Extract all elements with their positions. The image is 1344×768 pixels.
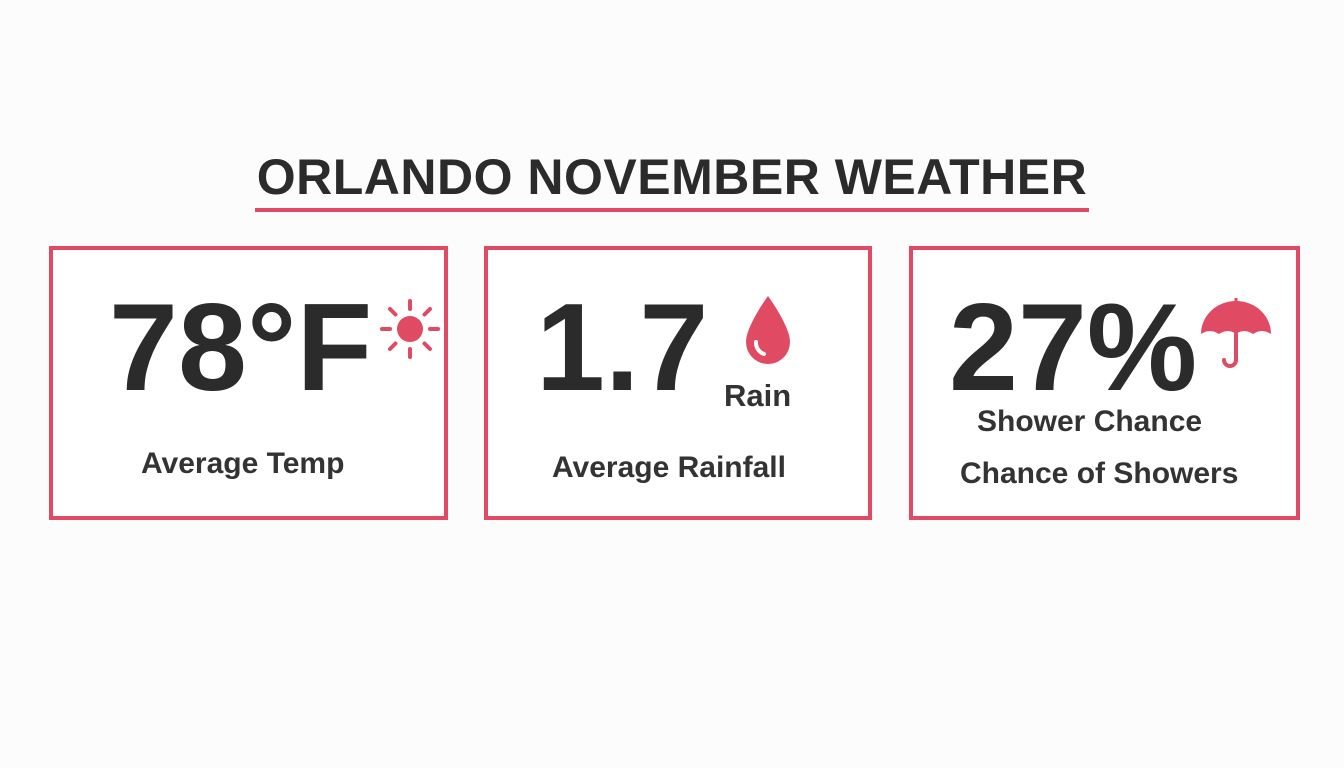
rainfall-label: Average Rainfall [552, 451, 786, 484]
rainfall-unit: Rain [724, 378, 792, 413]
shower-value: 27% [949, 279, 1198, 417]
sun-icon [380, 299, 440, 359]
rainfall-card: 1.7 Rain Average Rainfall [484, 246, 872, 520]
shower-label: Chance of Showers [960, 457, 1239, 490]
temperature-value: 78°F [109, 279, 373, 417]
umbrella-icon [1201, 298, 1271, 368]
shower-card: 27% Shower Chance Chance of Showers [909, 246, 1300, 520]
temperature-label: Average Temp [141, 447, 345, 480]
raindrop-icon [746, 296, 790, 364]
page-title: ORLANDO NOVEMBER WEATHER [254, 148, 1090, 212]
title-wrap: ORLANDO NOVEMBER WEATHER [0, 148, 1344, 212]
rainfall-value: 1.7 [536, 279, 709, 417]
temperature-card: 78°F Average Temp [49, 246, 448, 520]
shower-sublabel: Shower Chance [977, 405, 1203, 438]
